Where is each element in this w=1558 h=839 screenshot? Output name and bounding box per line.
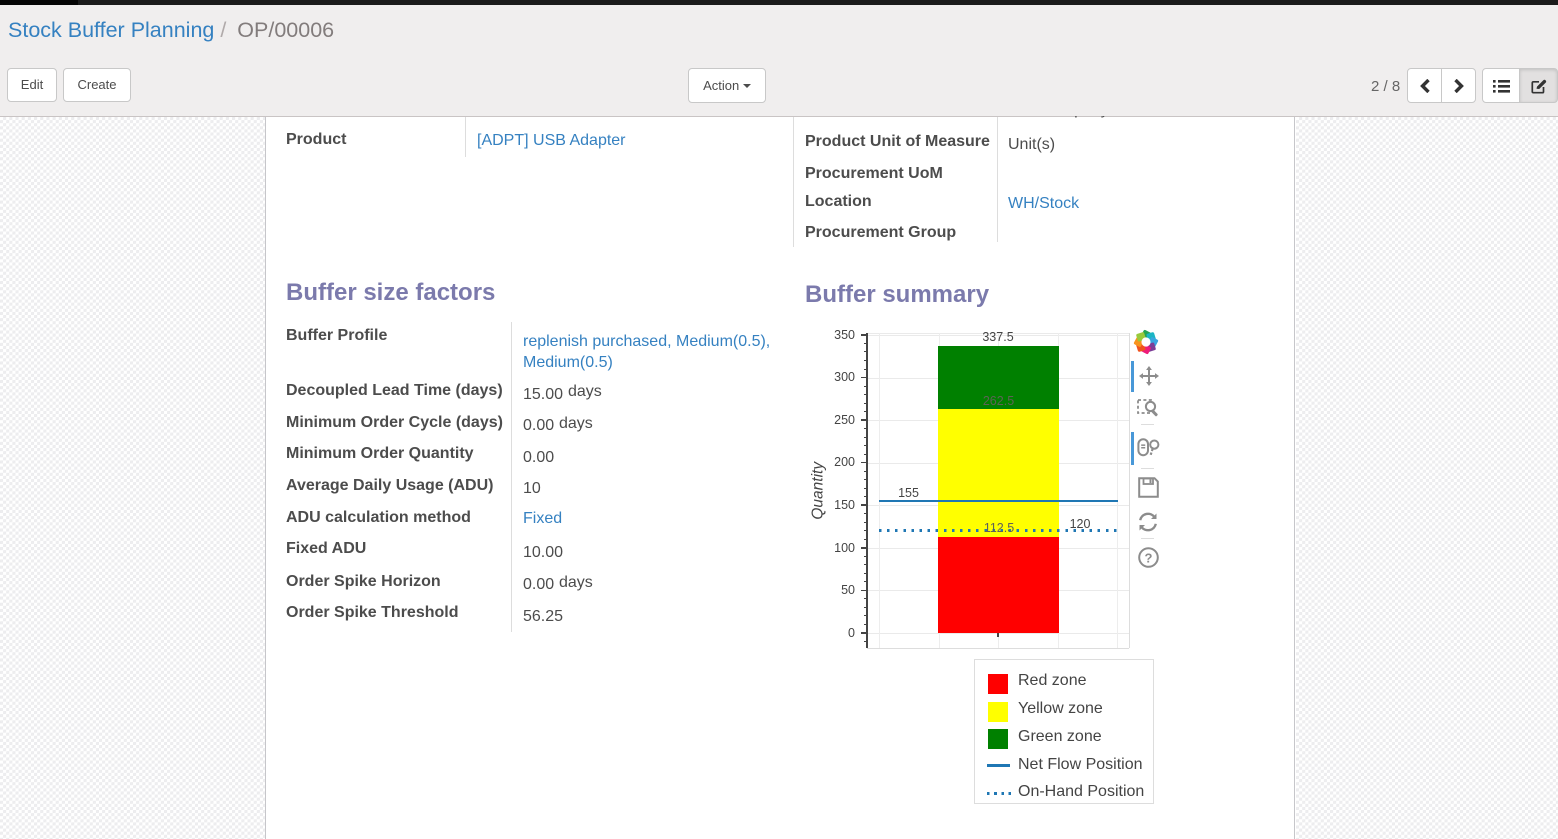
svg-text:?: ?: [1145, 550, 1153, 565]
